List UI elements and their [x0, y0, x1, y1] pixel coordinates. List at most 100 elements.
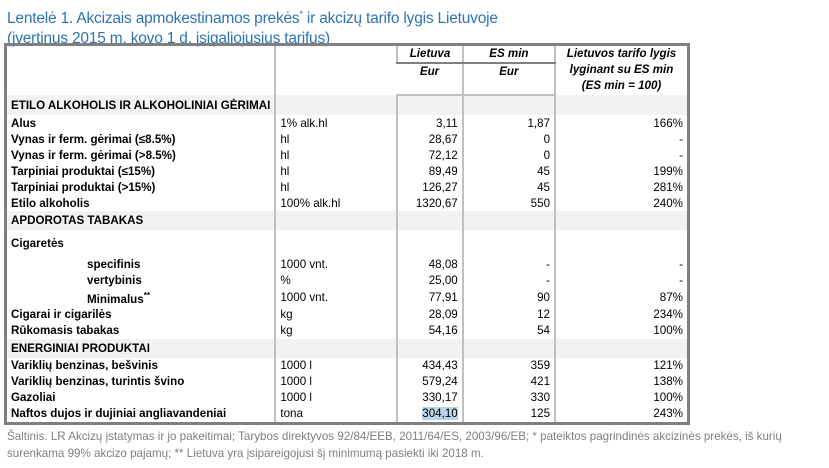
header-row: Eur Eur	[6, 63, 689, 96]
footnote-mark: **	[143, 291, 150, 300]
empty-cell	[554, 230, 689, 256]
row-label-text: Variklių benzinas, turintis švino	[11, 375, 185, 389]
table-row: Naftos dujos ir dujiniai angliavandeniai…	[6, 405, 689, 424]
section-row: APDOROTAS TABAKAS	[5, 211, 689, 230]
ratio-value: 138%	[554, 373, 689, 390]
unit-cell: 1000 vnt.	[274, 288, 398, 307]
row-label-text: Gazoliai	[11, 391, 56, 405]
header-ratio-line: Lietuvos tarifo lygis	[566, 47, 677, 60]
empty-cell	[461, 95, 556, 115]
header-ratio: Lietuvos tarifo lygis lyginant su ES min (…	[554, 44, 689, 95]
table-row: Cigarai ir cigarilės kg 28,09 12 234%	[6, 306, 689, 323]
lietuva-value: 28,67	[396, 131, 463, 147]
ratio-value: 243%	[554, 405, 689, 424]
lietuva-value: 330,17	[396, 389, 463, 406]
row-label-text: Tarpiniai produktai (≤15%)	[11, 164, 156, 178]
ratio-value: -	[554, 147, 689, 163]
ratio-value: 281%	[554, 179, 689, 195]
empty-cell	[461, 338, 556, 358]
es-min-value: 0	[461, 131, 556, 147]
empty-cell	[396, 95, 463, 115]
section-row: ETILO ALKOHOLIS IR ALKOHOLINIAI GĖRIMAI	[5, 95, 689, 115]
header-ratio-line: lyginant su ES min	[569, 63, 674, 76]
empty-cell	[396, 230, 463, 256]
es-min-value: 54	[461, 322, 556, 339]
ratio-value: 166%	[554, 115, 689, 131]
row-label: specifinis	[6, 256, 276, 272]
header-empty	[6, 45, 276, 96]
lietuva-value: 72,12	[396, 147, 463, 163]
row-label-text: Tarpiniai produktai (>15%)	[11, 180, 156, 194]
row-label: Vynas ir ferm. gėrimai (≤8.5%)	[6, 131, 276, 147]
es-min-value: 12	[461, 306, 556, 323]
unit-cell: 1000 vnt.	[274, 256, 398, 272]
row-label-text: Vynas ir ferm. gėrimai (>8.5%)	[11, 148, 176, 162]
row-label-text: Minimalus	[87, 292, 144, 306]
unit-cell: kg	[274, 306, 398, 323]
excise-table: Lietuva ES min Lietuvos tarifo lygis lygi…	[4, 43, 690, 425]
row-label-text: Etilo alkoholis	[11, 196, 90, 210]
row-label-text: Variklių benzinas, bešvinis	[11, 359, 158, 373]
row-label: Minimalus**	[6, 288, 276, 307]
caption-footnote-mark: *	[299, 9, 303, 19]
caption-line1-end: ir akcizų tarifo lygis Lietuvoje	[302, 10, 498, 28]
table-row: Vynas ir ferm. gėrimai (>8.5%) hl 72,12 0-	[6, 147, 689, 163]
table-row: Gazoliai 1000 l 330,17 330 100%	[6, 389, 689, 406]
table-row: Tarpiniai produktai (>15%) hl 126,27 45 281%	[6, 179, 689, 195]
section-title: ENERGINIAI PRODUKTAI	[5, 338, 276, 358]
empty-cell	[396, 338, 463, 358]
ratio-value: 100%	[554, 322, 689, 339]
selected-text[interactable]: 304,10	[422, 407, 458, 421]
es-min-value: 125	[461, 405, 556, 424]
row-label: Gazoliai	[6, 390, 276, 406]
row-label-text: Naftos dujos ir dujiniai angliavandeniai	[11, 407, 227, 421]
ratio-value: 100%	[554, 389, 689, 406]
empty-cell	[274, 338, 398, 358]
table-row: Tarpiniai produktai (≤15%) hl 89,49 45 199%	[6, 163, 689, 179]
lietuva-value: 28,09	[396, 306, 463, 323]
row-label: Tarpiniai produktai (>15%)	[6, 179, 276, 195]
row-label-text: Vynas ir ferm. gėrimai (≤8.5%)	[11, 132, 176, 146]
lietuva-value: 25,00	[396, 272, 463, 288]
empty-cell	[274, 211, 398, 230]
unit-cell: %	[274, 272, 398, 288]
lietuva-value: 1320,67	[396, 195, 463, 211]
lietuva-value: 3,11	[396, 115, 463, 131]
lietuva-value: 434,43	[396, 357, 463, 374]
ratio-value: 87%	[554, 288, 689, 307]
row-label-text: vertybinis	[87, 273, 142, 287]
unit-cell: 1% alk.hl	[274, 115, 398, 131]
lietuva-value: 304,10	[396, 405, 463, 424]
table-row: Rūkomasis tabakas kg 54,16 54 100%	[6, 322, 689, 339]
ratio-value: -	[554, 272, 689, 288]
lietuva-value: 89,49	[396, 163, 463, 179]
es-min-value: 90	[461, 288, 556, 307]
table-row: Variklių benzinas, bešvinis 1000 l 434,43 3…	[6, 357, 689, 374]
header-eur: Eur	[397, 63, 463, 96]
table-caption: Lentelė 1. Akcizais apmokestinamos prekė…	[7, 4, 498, 49]
es-min-value: 550	[461, 195, 556, 211]
empty-cell	[274, 230, 398, 256]
header-row: Lietuva ES min Lietuvos tarifo lygis lygi…	[6, 44, 689, 95]
es-min-value: 45	[461, 179, 556, 195]
unit-cell: hl	[274, 131, 398, 147]
unit-cell: tona	[274, 405, 398, 424]
empty-cell	[396, 211, 463, 230]
table-row: Minimalus** 1000 vnt. 77,91 90 87%	[6, 288, 689, 307]
lietuva-value: 48,08	[396, 256, 463, 272]
unit-cell: kg	[274, 322, 398, 339]
group-row: Cigaretės	[6, 230, 689, 256]
row-label-text: Cigarai ir cigarilės	[11, 308, 112, 322]
table-row: vertybinis% 25,00- -	[6, 272, 689, 288]
row-label: Rūkomasis tabakas	[6, 323, 276, 339]
empty-cell	[554, 211, 689, 230]
header-unit	[274, 44, 398, 95]
lietuva-value: 77,91	[396, 288, 463, 307]
row-label-text: Rūkomasis tabakas	[11, 324, 120, 338]
lietuva-value: 126,27	[396, 179, 463, 195]
header-lietuva: Lietuva	[396, 44, 463, 64]
unit-cell: 100% alk.hl	[274, 195, 398, 211]
row-label: Variklių benzinas, turintis švino	[6, 374, 276, 390]
table-row: Vynas ir ferm. gėrimai (≤8.5%) hl 28,67 0-	[6, 131, 689, 147]
ratio-value: -	[554, 256, 689, 272]
